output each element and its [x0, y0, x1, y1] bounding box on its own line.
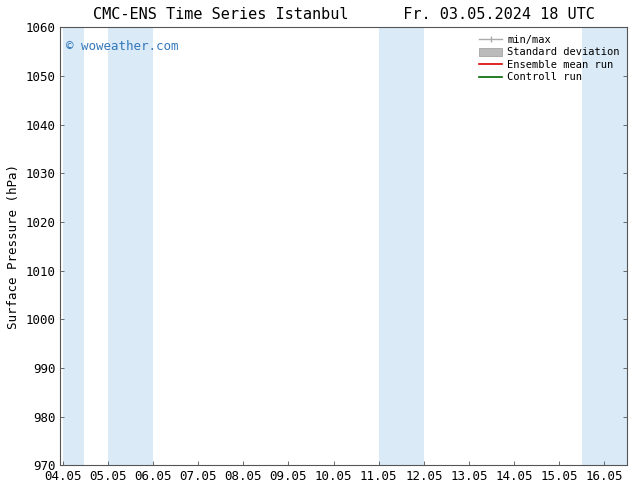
Bar	[108, 27, 153, 465]
Y-axis label: Surface Pressure (hPa): Surface Pressure (hPa)	[7, 164, 20, 329]
Bar	[378, 27, 424, 465]
Bar	[63, 27, 84, 465]
Text: © woweather.com: © woweather.com	[66, 40, 179, 53]
Bar	[582, 27, 627, 465]
Legend: min/max, Standard deviation, Ensemble mean run, Controll run: min/max, Standard deviation, Ensemble me…	[477, 32, 622, 84]
Title: CMC-ENS Time Series Istanbul      Fr. 03.05.2024 18 UTC: CMC-ENS Time Series Istanbul Fr. 03.05.2…	[93, 7, 595, 22]
